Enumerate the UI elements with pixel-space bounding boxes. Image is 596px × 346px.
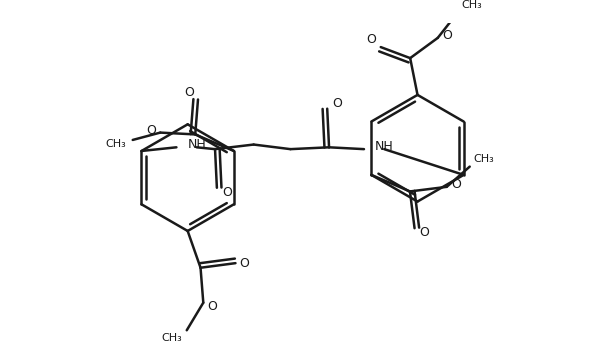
Text: CH₃: CH₃ xyxy=(473,154,494,164)
Text: O: O xyxy=(207,300,218,313)
Text: NH: NH xyxy=(188,138,206,151)
Text: CH₃: CH₃ xyxy=(461,0,482,10)
Text: O: O xyxy=(451,179,461,191)
Text: O: O xyxy=(367,33,377,46)
Text: O: O xyxy=(146,124,156,137)
Text: O: O xyxy=(184,86,194,99)
Text: O: O xyxy=(222,186,232,199)
Text: NH: NH xyxy=(375,140,394,153)
Text: CH₃: CH₃ xyxy=(105,139,126,149)
Text: O: O xyxy=(419,226,429,239)
Text: O: O xyxy=(442,29,452,42)
Text: CH₃: CH₃ xyxy=(162,333,182,343)
Text: O: O xyxy=(239,257,249,270)
Text: O: O xyxy=(333,97,342,110)
